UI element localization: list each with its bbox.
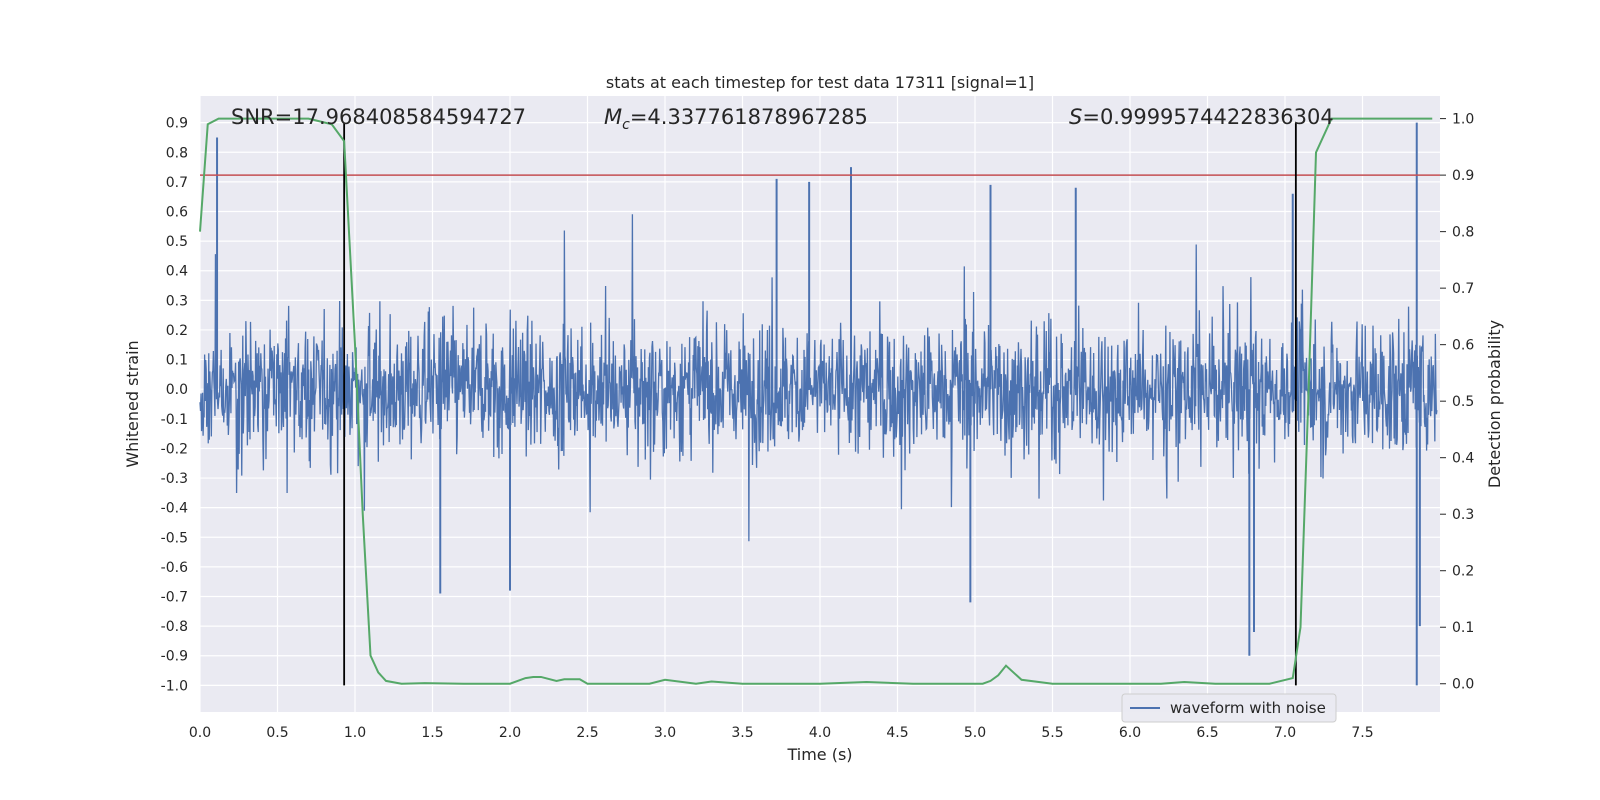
y-tick-label-right: 0.2 xyxy=(1452,564,1474,580)
mc-subscript: c xyxy=(622,117,630,133)
x-tick-label: 7.5 xyxy=(1351,725,1373,741)
y-tick-label-right: 1.0 xyxy=(1452,112,1474,128)
y-tick-label-right: 0.4 xyxy=(1452,451,1474,467)
x-tick-label: 5.0 xyxy=(964,725,986,741)
y-tick-label-right: 0.9 xyxy=(1452,168,1474,184)
x-tick-label: 4.5 xyxy=(886,725,908,741)
y-tick-label-right: 0.3 xyxy=(1452,507,1474,523)
y-tick-label-left: -0.1 xyxy=(161,412,188,428)
y-tick-label-left: 0.8 xyxy=(166,145,188,161)
x-tick-label: 6.5 xyxy=(1196,725,1218,741)
y-tick-label-left: -0.4 xyxy=(161,501,188,517)
y-tick-label-left: 0.0 xyxy=(166,382,188,398)
y-tick-label-left: 0.5 xyxy=(166,234,188,250)
y-tick-label-left: -0.6 xyxy=(161,560,188,576)
detection-score-annotation: S=0.9999574422836304 xyxy=(1069,105,1334,129)
y-tick-label-left: 0.6 xyxy=(166,205,188,221)
y-tick-label-left: -0.3 xyxy=(161,471,188,487)
mc-value: =4.337761878967285 xyxy=(630,105,868,129)
y-tick-label-left: -0.8 xyxy=(161,619,188,635)
overlay-lines xyxy=(199,117,1440,686)
snr-annotation: SNR=17.968408584594727 xyxy=(231,105,526,129)
chart-title: stats at each timestep for test data 173… xyxy=(606,73,1034,92)
x-tick-label: 0.0 xyxy=(189,725,211,741)
probability-line xyxy=(199,117,1433,685)
y-tick-label-right: 0.0 xyxy=(1452,677,1474,693)
y-tick-label-left: 0.2 xyxy=(166,323,188,339)
y-axis-label-right: Detection probability xyxy=(1485,320,1504,488)
x-tick-label: 3.0 xyxy=(654,725,676,741)
chirp-mass-annotation: Mc=4.337761878967285 xyxy=(604,105,868,133)
y-tick-label-left: 0.4 xyxy=(166,264,188,280)
y-tick-label-left: 0.7 xyxy=(166,175,188,191)
x-tick-label: 6.0 xyxy=(1119,725,1141,741)
y-tick-label-left: -1.0 xyxy=(161,678,188,694)
x-tick-label: 0.5 xyxy=(266,725,288,741)
x-tick-label: 1.5 xyxy=(421,725,443,741)
y-tick-label-left: -0.9 xyxy=(161,649,188,665)
x-tick-label: 5.5 xyxy=(1041,725,1063,741)
y-tick-label-left: 0.1 xyxy=(166,353,188,369)
y-tick-label-right: 0.8 xyxy=(1452,225,1474,241)
x-tick-label: 2.5 xyxy=(576,725,598,741)
legend-entry-waveform: waveform with noise xyxy=(1170,699,1326,717)
legend: waveform with noise xyxy=(1121,693,1337,723)
y-tick-label-right: 0.1 xyxy=(1452,620,1474,636)
y-tick-label-right: 0.6 xyxy=(1452,338,1474,354)
waveform-line xyxy=(199,214,1438,542)
tick-labels: 0.0 0.5 1.0 1.5 2.0 2.5 3.0 3.5 4.0 4.5 5.0 5.5 6.0 6… xyxy=(161,112,1475,741)
waveform-series xyxy=(199,122,1438,686)
s-symbol: S xyxy=(1069,105,1082,129)
mc-symbol: M xyxy=(604,105,622,129)
y-tick-label-left: 0.9 xyxy=(166,116,188,132)
y-tick-label-left: -0.2 xyxy=(161,441,188,457)
y-tick-label-left: 0.3 xyxy=(166,293,188,309)
x-tick-label: 3.5 xyxy=(731,725,753,741)
s-value: =0.9999574422836304 xyxy=(1082,105,1333,129)
legend-box xyxy=(1121,693,1337,723)
y-axis-label-left: Whitened strain xyxy=(123,340,142,467)
y-tick-label-right: 0.7 xyxy=(1452,281,1474,297)
x-axis-label: Time (s) xyxy=(786,745,852,764)
x-tick-label: 7.0 xyxy=(1274,725,1296,741)
y-tick-label-left: -0.7 xyxy=(161,590,188,606)
x-tick-label: 1.0 xyxy=(344,725,366,741)
x-tick-label: 2.0 xyxy=(499,725,521,741)
y-tick-label-right: 0.5 xyxy=(1452,394,1474,410)
x-tick-label: 4.0 xyxy=(809,725,831,741)
y-tick-label-left: -0.5 xyxy=(161,530,188,546)
